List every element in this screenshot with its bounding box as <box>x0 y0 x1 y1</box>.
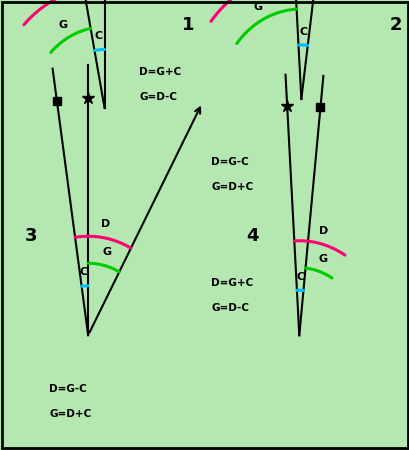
Text: D=G+C: D=G+C <box>139 67 181 77</box>
Text: C: C <box>299 27 307 36</box>
Text: G: G <box>318 254 327 264</box>
Text: C: C <box>80 267 88 277</box>
Text: D=G-C: D=G-C <box>49 384 87 394</box>
Text: C: C <box>94 32 102 41</box>
Text: G: G <box>252 2 261 12</box>
Text: 1: 1 <box>182 16 194 34</box>
Text: 2: 2 <box>389 16 401 34</box>
Text: D: D <box>101 220 110 230</box>
Text: 4: 4 <box>245 227 258 245</box>
Text: G=D-C: G=D-C <box>211 303 249 313</box>
Text: G=D+C: G=D+C <box>211 182 253 192</box>
Text: G=D-C: G=D-C <box>139 92 177 102</box>
Text: 3: 3 <box>25 227 37 245</box>
Text: D=G+C: D=G+C <box>211 279 253 288</box>
Text: G: G <box>58 20 67 30</box>
Text: G: G <box>102 248 112 257</box>
Text: G=D+C: G=D+C <box>49 409 91 419</box>
Text: C: C <box>296 272 304 282</box>
Text: D: D <box>318 225 328 236</box>
Text: D=G-C: D=G-C <box>211 157 248 167</box>
